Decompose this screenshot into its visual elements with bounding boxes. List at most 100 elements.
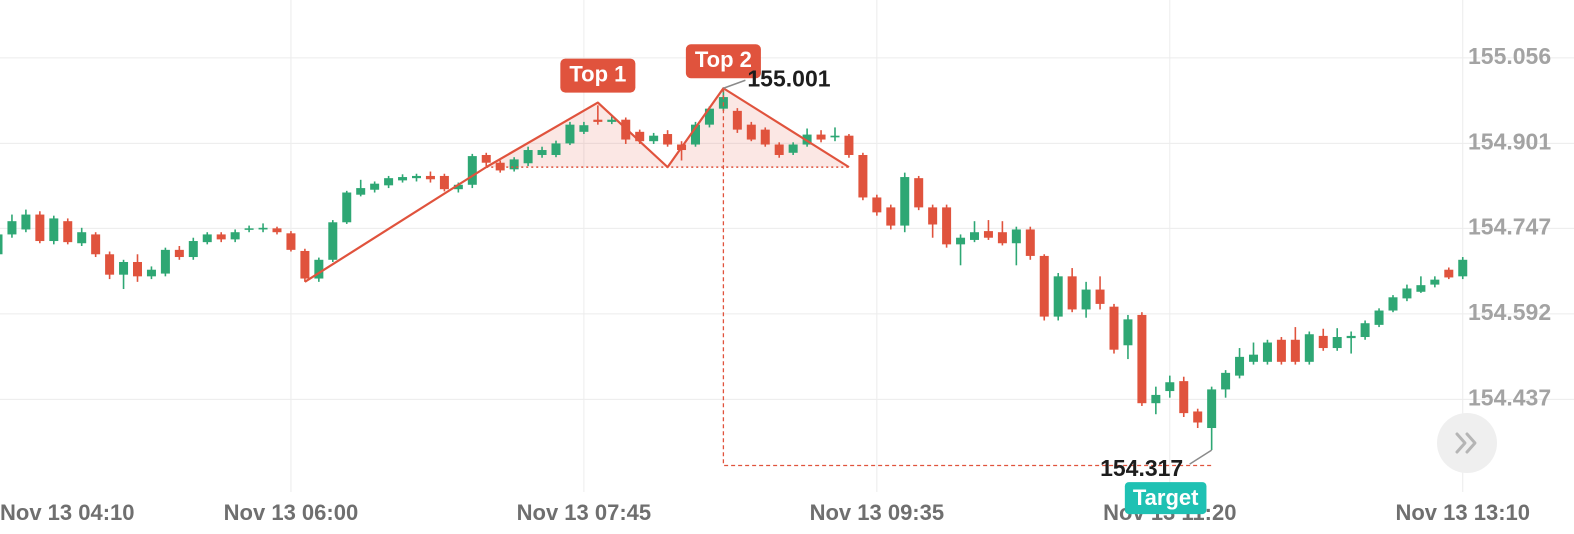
candle-body (1416, 285, 1426, 292)
y-tick-label: 154.437 (1468, 384, 1551, 410)
candle-body (914, 178, 924, 208)
candle-body (1039, 255, 1049, 317)
candle-body (1025, 229, 1035, 256)
candle-body (635, 131, 645, 142)
target-value: 154.317 (1100, 455, 1183, 481)
candle-body (858, 154, 868, 198)
candle-body (453, 184, 463, 190)
candle-body (1458, 259, 1468, 277)
candle-body (1346, 335, 1356, 339)
candle-body (649, 135, 659, 142)
candle-body (1221, 372, 1231, 390)
target-tag-bg (1124, 482, 1207, 515)
x-tick-label: Nov 13 07:45 (517, 500, 652, 525)
candle-body (0, 234, 3, 255)
candle-body (774, 144, 784, 155)
candle-body (830, 135, 840, 138)
candle-body (788, 144, 798, 153)
candle-body (551, 143, 561, 155)
candle-body (942, 207, 952, 245)
candle-body (607, 119, 617, 122)
y-tick-label: 154.592 (1468, 299, 1551, 325)
candle-body (49, 218, 59, 242)
candle-body (565, 124, 575, 144)
candle-body (1235, 356, 1245, 376)
candle-body (872, 197, 882, 213)
target-tag-text: Target (1133, 485, 1199, 510)
candle-body (1290, 339, 1300, 362)
candle-body (1276, 339, 1286, 362)
candle-body (746, 124, 756, 140)
candle-body (133, 261, 142, 277)
candle-body (970, 232, 979, 240)
candle-body (732, 110, 742, 130)
candle-body (1402, 288, 1412, 299)
candle-body (63, 221, 73, 243)
y-tick-label: 155.056 (1468, 43, 1551, 69)
candle-body (300, 250, 310, 279)
candle-body (1332, 337, 1342, 349)
candle-body (230, 232, 240, 240)
top-label: Top 2 (685, 44, 761, 79)
candle-body (997, 232, 1007, 244)
candle-body (1318, 335, 1328, 349)
target-connector (1189, 449, 1213, 465)
candle-body (1249, 354, 1258, 362)
candle-body (328, 222, 338, 260)
candle-body (146, 269, 156, 277)
candle-body (1011, 229, 1021, 244)
overlay (304, 79, 1213, 467)
candle-body (188, 241, 198, 258)
candle-body (844, 135, 854, 155)
candle-body (704, 108, 714, 125)
candle-body (1165, 382, 1175, 392)
candle-body (384, 178, 394, 186)
top-label-bg (560, 58, 636, 93)
candle-body (356, 188, 366, 195)
candle-body (425, 175, 435, 180)
x-tick-label: Nov 13 06:00 (224, 500, 359, 525)
candle-body (370, 183, 380, 190)
candle-body (91, 234, 101, 255)
peak-value: 155.001 (747, 65, 830, 91)
candle-body (21, 214, 31, 230)
candle-body (816, 134, 826, 140)
top-label: Top 1 (560, 58, 636, 93)
x-tick-label: Nov 13 04:10 (0, 500, 135, 525)
x-tick-label: Nov 13 09:35 (810, 500, 945, 525)
candle-body (495, 162, 505, 171)
candle-body (537, 150, 547, 155)
pattern-fill (486, 88, 849, 168)
candle-body (593, 119, 603, 122)
candle-body (314, 259, 324, 279)
candle-body (1444, 269, 1454, 278)
candle-body (1137, 314, 1147, 404)
scroll-icon[interactable] (1455, 432, 1477, 454)
candle-body (1388, 297, 1398, 311)
candle-body (467, 156, 477, 185)
peak-connector (723, 79, 746, 89)
candles (0, 88, 1468, 451)
scroll-button-bg[interactable] (1437, 413, 1497, 473)
candle-body (77, 232, 87, 244)
candle-body (1430, 279, 1440, 285)
candle-body (286, 233, 296, 250)
candle-body (258, 227, 268, 230)
candle-body (1123, 319, 1133, 346)
candle-body (202, 234, 212, 243)
candle-body (398, 177, 408, 181)
candle-body (1207, 389, 1217, 429)
candle-body (1081, 289, 1091, 310)
y-tick-label: 154.747 (1468, 213, 1551, 239)
target-tag: Target (1124, 482, 1207, 515)
candle-body (35, 214, 45, 242)
pattern-line (304, 87, 850, 283)
scroll-button[interactable] (1437, 413, 1497, 473)
candle-body (523, 150, 533, 164)
candle-body (900, 177, 910, 226)
candle-body (272, 228, 282, 233)
pattern-area (667, 88, 849, 168)
top-label-bg (685, 44, 761, 79)
candle-body (481, 154, 491, 163)
